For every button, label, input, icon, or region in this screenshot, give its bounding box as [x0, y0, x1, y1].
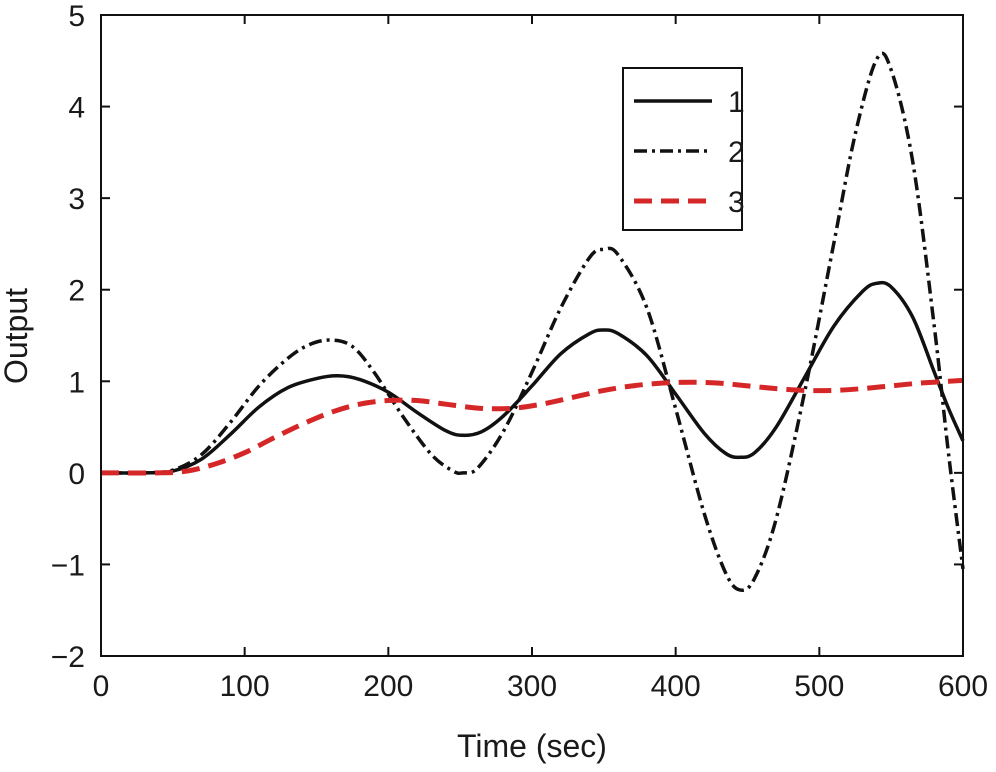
x-tick-label: 100 — [220, 670, 270, 703]
tick-marks — [100, 14, 964, 657]
legend-label-1: 1 — [728, 86, 745, 119]
y-tick-label: −2 — [51, 641, 85, 674]
legend-label-2: 2 — [728, 136, 745, 169]
series-line-2 — [100, 51, 965, 593]
y-axis-label: Output — [0, 288, 34, 384]
x-tick-label: 200 — [363, 670, 413, 703]
plot-series — [100, 51, 965, 593]
y-tick-label: 1 — [68, 366, 85, 399]
tick-labels: 0 100 200 300 400 500 600 −2 −1 0 1 2 3 4 5 — [51, 0, 988, 703]
legend: 1 2 3 — [622, 67, 745, 231]
plot-frame — [100, 14, 964, 657]
y-tick-label: 3 — [68, 183, 85, 216]
y-tick-label: 4 — [68, 92, 85, 125]
series-line-3 — [100, 377, 964, 476]
y-tick-label: 2 — [68, 275, 85, 308]
x-tick-label: 400 — [651, 670, 701, 703]
x-tick-label: 300 — [507, 670, 557, 703]
y-tick-label: −1 — [51, 549, 85, 582]
x-axis-label: Time (sec) — [457, 728, 607, 764]
legend-label-3: 3 — [728, 186, 745, 219]
x-tick-label: 500 — [794, 670, 844, 703]
series-line-1 — [100, 280, 965, 475]
x-tick-label: 0 — [93, 670, 110, 703]
x-tick-label: 600 — [938, 670, 988, 703]
y-tick-label: 0 — [68, 458, 85, 491]
y-tick-label: 5 — [68, 0, 85, 33]
legend-box — [622, 67, 743, 231]
